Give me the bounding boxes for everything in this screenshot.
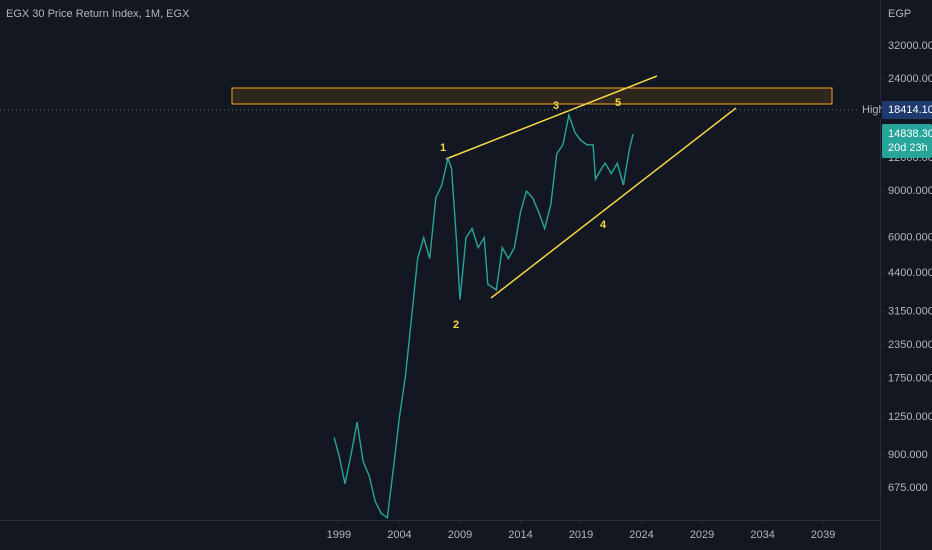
high-label: High: [862, 104, 885, 116]
wave-label: 1: [440, 142, 446, 154]
high-value: 18414.100: [888, 104, 932, 116]
x-tick-label: 2014: [508, 529, 532, 541]
wave-label: 2: [453, 319, 459, 331]
y-tick-label: 3150.000: [888, 305, 932, 317]
wave-label: 4: [600, 219, 607, 231]
wave-label: 3: [553, 100, 559, 112]
y-tick-label: 4400.000: [888, 267, 932, 279]
y-tick-label: 1750.000: [888, 373, 932, 385]
x-tick-label: 2029: [690, 529, 714, 541]
x-tick-label: 2009: [448, 529, 472, 541]
price-line: [333, 112, 634, 520]
chart-title: EGX 30 Price Return Index, 1M, EGX: [6, 8, 190, 20]
plot: 1 2 3 4 5: [231, 75, 833, 331]
x-tick-label: 2004: [387, 529, 411, 541]
upper-trendline: [445, 75, 658, 160]
high-value-bg: [882, 101, 932, 119]
y-tick-label: 675.000: [888, 482, 928, 494]
y-tick-label: 2350.000: [888, 339, 932, 351]
x-tick-label: 2034: [750, 529, 774, 541]
y-tick-label: 6000.000: [888, 232, 932, 244]
y-tick-label: 1250.000: [888, 411, 932, 423]
lower-trendline: [490, 107, 737, 299]
y-tick-label: 24000.000: [888, 73, 932, 85]
wave-label: 5: [615, 97, 621, 109]
y-tick-label: 9000.000: [888, 185, 932, 197]
x-tick-label: 2039: [811, 529, 835, 541]
x-tick-label: 2019: [569, 529, 593, 541]
countdown: 20d 23h: [888, 142, 928, 154]
y-tick-label: 900.000: [888, 449, 928, 461]
last-price-bg: [882, 123, 932, 158]
x-tick-label: 2024: [629, 529, 653, 541]
y-unit: EGP: [888, 8, 911, 20]
resistance-zone: [231, 87, 833, 105]
x-tick-label: 1999: [327, 529, 351, 541]
y-tick-label: 32000.000: [888, 40, 932, 52]
last-price: 14838.300: [888, 128, 932, 140]
high-label-bg: [858, 102, 882, 118]
